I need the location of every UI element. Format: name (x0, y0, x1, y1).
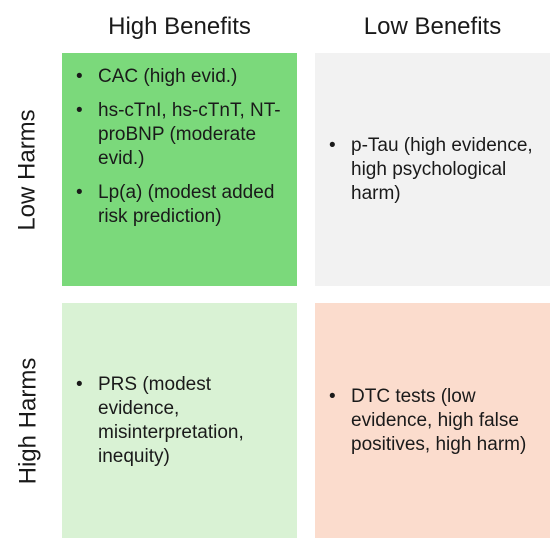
list-item: DTC tests (low evidence, high false posi… (327, 385, 536, 457)
quadrant-list: DTC tests (low evidence, high false posi… (327, 385, 536, 457)
row-header-low-harms-container: Low Harms (0, 53, 56, 286)
list-item: PRS (modest evidence, misinterpretation,… (74, 373, 283, 469)
quadrant-high-benefits-high-harms: PRS (modest evidence, misinterpretation,… (62, 303, 297, 538)
list-item: p-Tau (high evidence, high psychological… (327, 134, 536, 206)
column-header-high-benefits: High Benefits (108, 13, 251, 40)
quadrant-low-benefits-low-harms: p-Tau (high evidence, high psychological… (315, 53, 550, 286)
quadrant-list: CAC (high evid.) hs-cTnI, hs-cTnT, NT-pr… (74, 65, 283, 229)
column-header-low-benefits: Low Benefits (363, 13, 502, 40)
row-header-high-harms: High Harms (14, 357, 42, 484)
list-item: Lp(a) (modest added risk prediction) (74, 181, 283, 229)
row-header-low-harms: Low Harms (14, 108, 42, 231)
row-header-high-harms-container: High Harms (0, 303, 56, 538)
quadrant-list: p-Tau (high evidence, high psychological… (327, 134, 536, 206)
quadrant-high-benefits-low-harms: CAC (high evid.) hs-cTnI, hs-cTnT, NT-pr… (62, 53, 297, 286)
list-item: CAC (high evid.) (74, 65, 283, 89)
list-item: hs-cTnI, hs-cTnT, NT-proBNP (moderate ev… (74, 99, 283, 171)
quadrant-low-benefits-high-harms: DTC tests (low evidence, high false posi… (315, 303, 550, 538)
quadrant-list: PRS (modest evidence, misinterpretation,… (74, 373, 283, 469)
